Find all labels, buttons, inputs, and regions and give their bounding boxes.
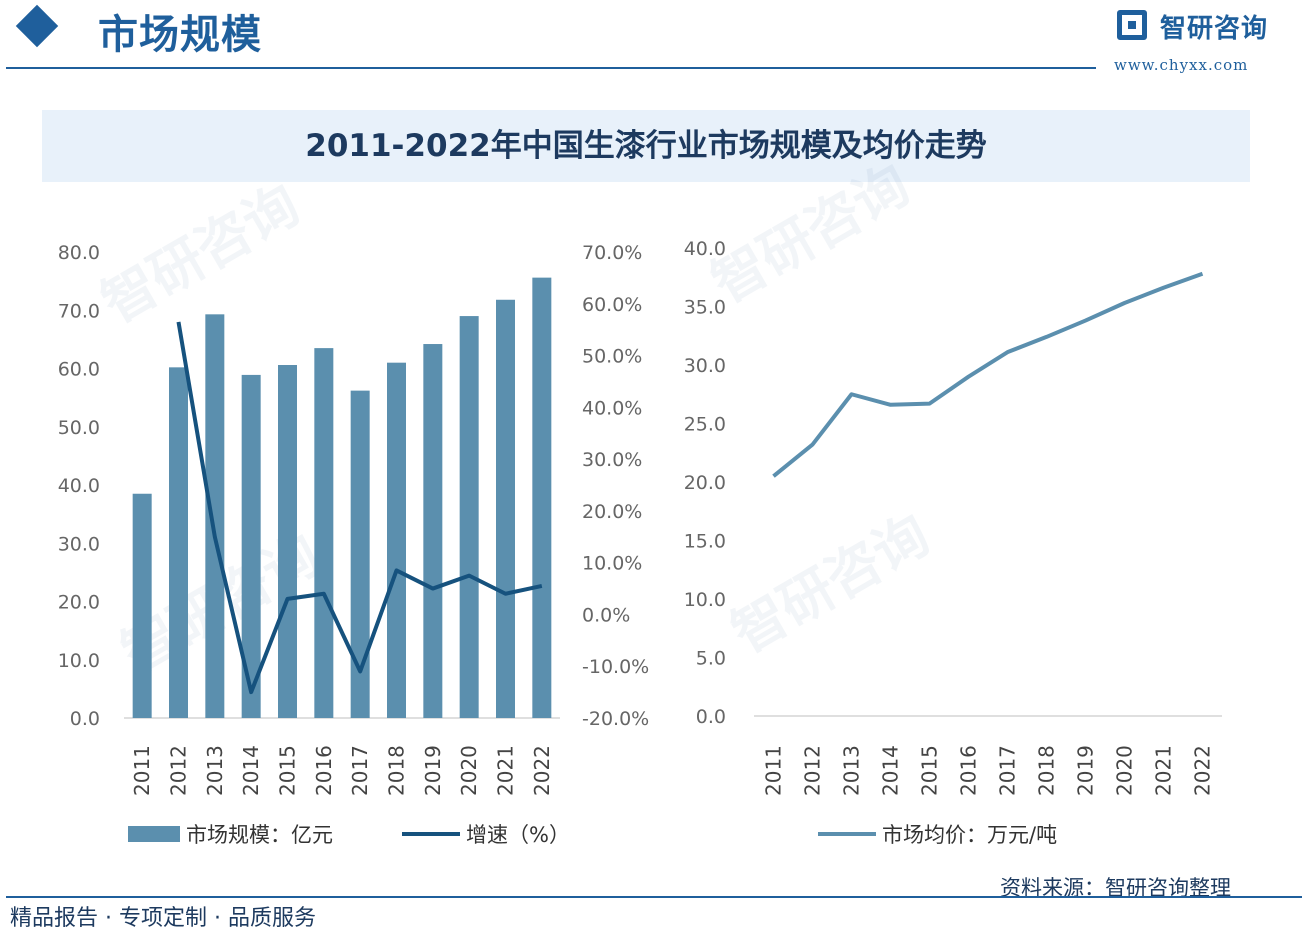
y-tick-right: 20.0% (582, 501, 642, 523)
x-tick: 2015 (276, 745, 300, 796)
y-tick-left: 30.0 (58, 533, 100, 555)
x-tick: 2021 (1152, 745, 1176, 796)
x-tick: 2018 (1035, 745, 1059, 796)
y-tick-left: 0.0 (70, 708, 100, 730)
bar (132, 493, 152, 718)
y-tick-left: 10.0 (58, 650, 100, 672)
x-tick: 2014 (239, 745, 263, 796)
y-tick-right: 0.0% (582, 604, 630, 626)
y-tick: 35.0 (684, 297, 726, 319)
bar (423, 344, 443, 718)
y-tick-right: 50.0% (582, 346, 642, 368)
y-tick-right: 30.0% (582, 449, 642, 471)
footer-divider (6, 896, 1302, 898)
legend-label-bar: 市场规模：亿元 (186, 823, 333, 847)
y-tick-right: 40.0% (582, 397, 642, 419)
x-tick: 2015 (918, 745, 942, 796)
price-line (772, 271, 1204, 478)
growth-line (176, 321, 543, 695)
x-tick: 2019 (421, 745, 445, 796)
left-chart-market-size: 80.0 70.0 60.0 50.0 40.0 30.0 20.0 10.0 0.0 70.0%… (58, 242, 650, 847)
chart-title-banner: 2011-2022年中国生漆行业市场规模及均价走势 (42, 110, 1250, 182)
bar (459, 316, 479, 718)
x-tick: 2017 (348, 745, 372, 796)
y-tick-right: 10.0% (582, 553, 642, 575)
x-tick: 2013 (203, 745, 227, 796)
y-tick-right: -20.0% (582, 708, 649, 730)
y-tick-left: 20.0 (58, 592, 100, 614)
legend-label-line: 市场均价：万元/吨 (882, 823, 1057, 847)
y-tick: 25.0 (684, 414, 726, 436)
y-tick: 5.0 (696, 648, 726, 670)
x-tick: 2022 (530, 745, 554, 796)
x-tick: 2011 (130, 745, 154, 796)
y-tick: 15.0 (684, 531, 726, 553)
y-tick-right: -10.0% (582, 656, 649, 678)
x-tick: 2016 (312, 745, 336, 796)
x-tick: 2016 (957, 745, 981, 796)
x-tick: 2012 (801, 745, 825, 796)
page-title: 市场规模 (98, 12, 262, 58)
x-tick: 2013 (840, 745, 864, 796)
bar (241, 374, 261, 718)
bar (314, 348, 334, 718)
bar (496, 299, 515, 718)
y-tick-left: 40.0 (58, 475, 100, 497)
y-tick: 40.0 (684, 238, 726, 260)
x-tick: 2018 (385, 745, 409, 796)
y-tick-left: 50.0 (58, 417, 100, 439)
brand-url[interactable]: www.chyxx.com (1114, 56, 1249, 74)
y-tick-right: 70.0% (582, 242, 642, 264)
bar (205, 314, 225, 718)
legend-label-line: 增速（%） (466, 823, 570, 847)
y-tick: 30.0 (684, 355, 726, 377)
y-tick-left: 60.0 (58, 359, 100, 381)
bar (169, 367, 188, 718)
x-tick: 2021 (494, 745, 518, 796)
bar (532, 277, 552, 718)
x-tick: 2022 (1191, 745, 1215, 796)
y-tick: 0.0 (696, 706, 726, 728)
y-tick: 20.0 (684, 472, 726, 494)
x-tick: 2017 (996, 745, 1020, 796)
x-tick: 2011 (762, 745, 786, 796)
brand-logo-icon (1117, 10, 1147, 40)
y-tick-left: 70.0 (58, 300, 100, 322)
y-tick-left: 80.0 (58, 242, 100, 264)
x-tick: 2019 (1074, 745, 1098, 796)
bar (387, 362, 406, 718)
y-tick: 10.0 (684, 589, 726, 611)
x-tick: 2020 (457, 745, 481, 796)
x-tick: 2012 (167, 745, 191, 796)
bar (350, 390, 370, 718)
footer-slogan: 精品报告 · 专项定制 · 品质服务 (10, 906, 316, 931)
x-tick: 2020 (1113, 745, 1137, 796)
y-tick-right: 60.0% (582, 294, 642, 316)
header-divider (6, 67, 1096, 69)
brand-name: 智研咨询 (1160, 14, 1269, 44)
legend-swatch-bar (128, 826, 180, 842)
right-chart-average-price: 40.0 35.0 30.0 25.0 20.0 15.0 10.0 5.0 0.0 2011 20… (684, 238, 1222, 847)
x-tick: 2014 (879, 745, 903, 796)
bar (278, 365, 297, 718)
page-header: 市场规模 智研咨询 www.chyxx.com (0, 0, 1302, 74)
